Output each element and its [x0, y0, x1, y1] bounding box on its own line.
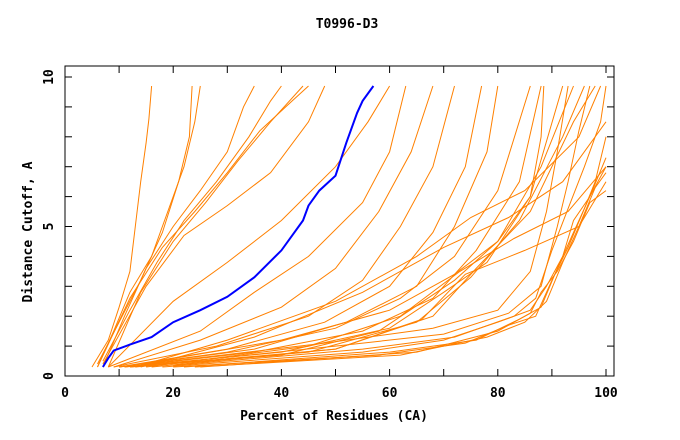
x-axis-label: Percent of Residues (CA) [240, 409, 428, 424]
x-tick-label: 100 [594, 386, 618, 401]
model-curve-29 [200, 190, 607, 368]
model-curve-20 [135, 85, 596, 368]
model-curve-22 [140, 121, 607, 368]
chart-title: T0996-D3 [316, 17, 379, 32]
model-curve-9 [107, 85, 391, 368]
model-curve-5 [102, 85, 282, 362]
model-curve-7 [107, 85, 304, 368]
model-curve-4 [102, 85, 255, 368]
highlighted-model-curve [102, 85, 375, 368]
model-curve-23 [146, 166, 607, 368]
x-tick-label: 40 [274, 386, 290, 401]
model-curve-33 [140, 85, 545, 365]
y-tick-label: 0 [42, 372, 57, 380]
model-curve-26 [173, 136, 607, 368]
model-curve-31 [162, 85, 591, 365]
model-curve-25 [162, 157, 607, 368]
x-tick-label: 20 [165, 386, 181, 401]
model-curve-14 [119, 85, 499, 368]
model-curve-3 [97, 85, 193, 365]
curves-layer [91, 85, 607, 368]
model-curve-18 [129, 85, 574, 368]
model-curve-12 [113, 85, 455, 368]
model-curve-8 [102, 85, 326, 365]
model-curve-21 [135, 85, 602, 368]
y-axis-label: Distance Cutoff, A [21, 161, 36, 302]
y-tick-label: 5 [42, 223, 57, 231]
plot-frame [64, 65, 615, 377]
model-curve-6 [97, 85, 309, 368]
model-curve-1 [91, 85, 153, 368]
model-curve-10 [108, 85, 407, 368]
model-curve-27 [183, 166, 607, 368]
model-curve-2 [97, 85, 201, 368]
y-tick-label: 10 [42, 69, 57, 85]
model-curve-15 [119, 85, 531, 368]
model-curve-16 [124, 85, 542, 368]
axis-ticks [64, 66, 614, 377]
y-tick-labels: 0 5 10 [42, 69, 57, 380]
model-curve-28 [194, 172, 607, 368]
x-tick-label: 80 [490, 386, 506, 401]
model-curve-11 [113, 85, 434, 368]
model-curve-24 [151, 181, 607, 368]
model-curve-32 [146, 85, 569, 365]
x-tick-label: 60 [382, 386, 398, 401]
x-tick-label: 0 [61, 386, 69, 401]
x-tick-labels: 0 20 40 60 80 100 [61, 386, 618, 401]
model-curve-30 [173, 85, 607, 366]
